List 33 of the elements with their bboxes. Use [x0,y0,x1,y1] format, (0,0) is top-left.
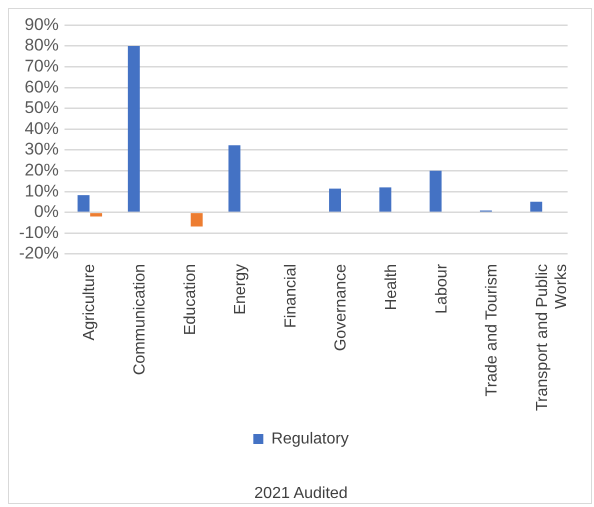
x-tick-label: Governance [332,264,350,352]
y-tick-label: 60% [24,77,59,96]
x-axis-title: 2021 Audited [253,485,349,503]
x-tick-label: Energy [232,264,250,315]
bar [128,46,140,212]
bar [379,187,392,212]
y-tick-label: 80% [24,36,59,55]
x-tick-label: Education [182,264,199,336]
y-tick-label: -10% [19,222,59,242]
bar [228,145,240,212]
bar [329,188,341,212]
bar [190,213,203,227]
x-tick-label: Financial [282,264,300,328]
x-tick-label: Transport and Public Works [534,264,570,412]
bar [90,213,102,217]
y-tick-label: 90% [24,14,59,34]
y-tick-label: 70% [24,56,59,76]
x-tick-label: Agriculture [81,264,98,340]
y-tick-label: 20% [24,160,59,180]
y-tick-label: 10% [24,181,59,200]
bar [530,202,542,212]
bar [78,195,90,212]
bar [430,170,442,212]
x-tick-label: Trade and Tourism [484,264,501,396]
y-tick-label: 40% [24,118,59,138]
y-tick-label: 0% [34,202,59,222]
y-tick-label: 50% [24,98,59,118]
y-tick-label: -20% [19,244,59,263]
x-tick-label: Health [383,264,400,310]
x-tick-label: Communication [132,264,149,376]
legend-label: Regulatory [271,430,349,448]
x-tick-label: Labour [433,263,450,314]
y-tick-label: 30% [24,140,59,159]
